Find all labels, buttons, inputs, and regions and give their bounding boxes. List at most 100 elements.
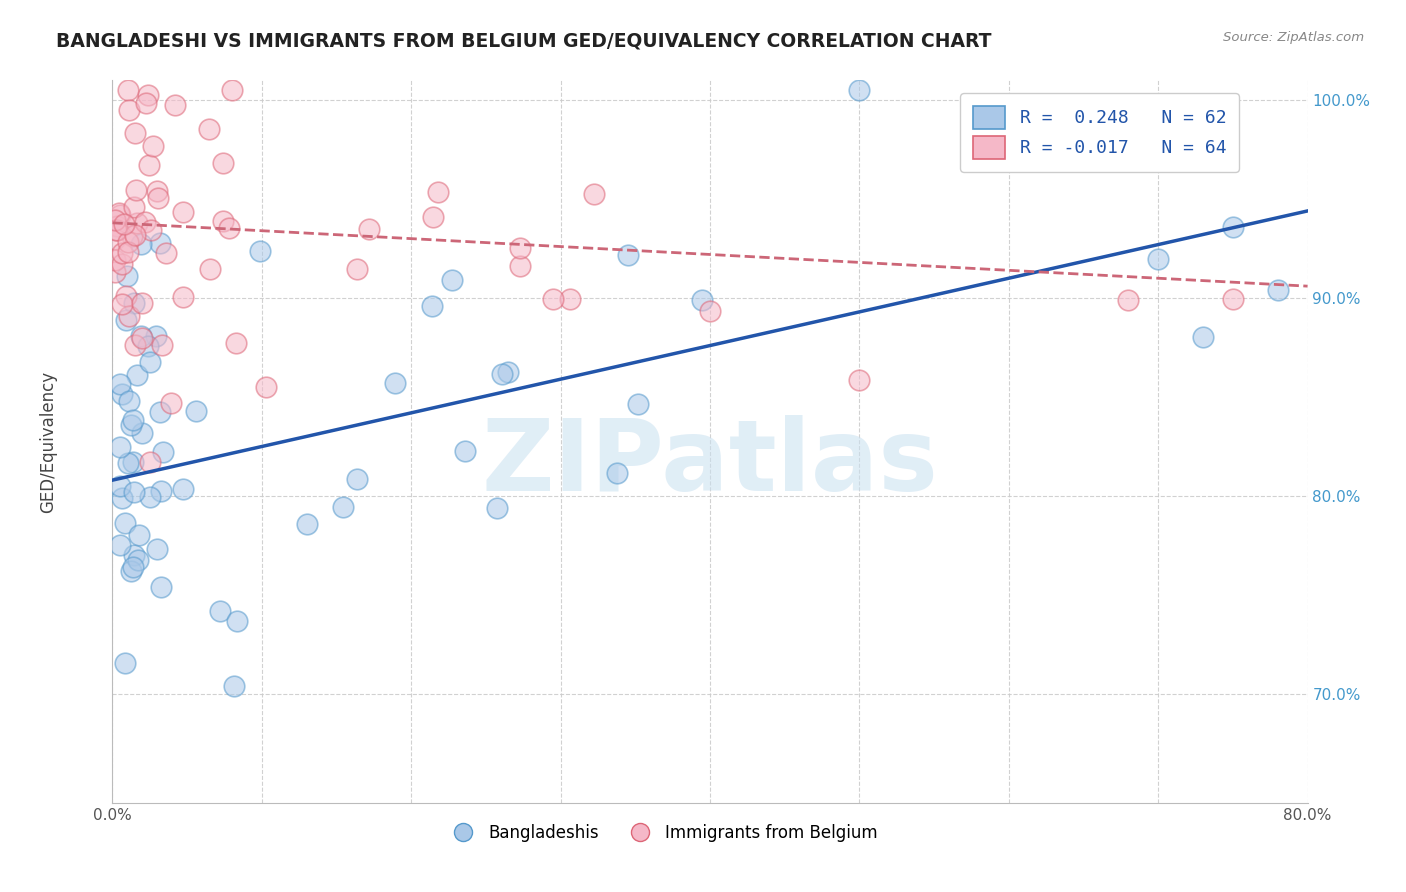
Point bbox=[139, 454, 162, 468]
Point bbox=[122, 296, 145, 310]
Point bbox=[121, 229, 143, 244]
Point bbox=[509, 259, 531, 273]
Point bbox=[122, 200, 145, 214]
Point bbox=[160, 396, 183, 410]
Point bbox=[124, 227, 146, 242]
Point bbox=[129, 237, 152, 252]
Point bbox=[110, 208, 132, 222]
Point bbox=[163, 98, 186, 112]
Point bbox=[149, 236, 172, 251]
Point bbox=[125, 368, 148, 383]
Point bbox=[146, 541, 169, 556]
Point bbox=[117, 309, 139, 323]
Point bbox=[384, 376, 406, 390]
Point bbox=[998, 115, 1021, 129]
Point bbox=[212, 213, 235, 227]
Point bbox=[117, 83, 139, 97]
Point bbox=[108, 479, 131, 493]
Point bbox=[172, 483, 194, 497]
Point bbox=[145, 328, 167, 343]
Point bbox=[582, 187, 605, 202]
Point bbox=[118, 103, 141, 118]
Point bbox=[1222, 220, 1244, 235]
Point bbox=[129, 328, 152, 343]
Point bbox=[541, 292, 564, 306]
Point bbox=[690, 293, 713, 307]
Point bbox=[122, 559, 145, 574]
Point bbox=[1192, 330, 1215, 344]
Point bbox=[131, 331, 153, 345]
Point bbox=[104, 265, 127, 279]
Point bbox=[440, 272, 463, 286]
Point bbox=[131, 296, 153, 310]
Point bbox=[848, 373, 870, 387]
Point bbox=[149, 405, 172, 419]
Point bbox=[225, 336, 247, 351]
Point bbox=[122, 485, 145, 500]
Point bbox=[136, 87, 159, 102]
Point bbox=[105, 219, 128, 233]
Point bbox=[221, 83, 243, 97]
Point bbox=[110, 257, 132, 271]
Point bbox=[115, 313, 138, 327]
Point bbox=[212, 155, 235, 169]
Point bbox=[111, 297, 134, 311]
Point bbox=[138, 354, 160, 368]
Point bbox=[134, 215, 156, 229]
Point bbox=[346, 472, 368, 486]
Point bbox=[422, 210, 444, 224]
Point bbox=[120, 564, 142, 578]
Point bbox=[1267, 283, 1289, 297]
Point bbox=[209, 604, 232, 618]
Text: Source: ZipAtlas.com: Source: ZipAtlas.com bbox=[1223, 31, 1364, 45]
Point bbox=[115, 289, 138, 303]
Point bbox=[146, 191, 169, 205]
Point bbox=[142, 138, 165, 153]
Point bbox=[172, 290, 194, 304]
Point bbox=[141, 222, 163, 236]
Point bbox=[560, 292, 582, 306]
Point bbox=[138, 158, 160, 172]
Point bbox=[226, 614, 249, 628]
Point bbox=[131, 425, 153, 440]
Point bbox=[122, 548, 145, 562]
Point bbox=[1147, 252, 1170, 266]
Point bbox=[295, 516, 318, 531]
Point bbox=[172, 204, 194, 219]
Point bbox=[104, 253, 127, 268]
Point bbox=[145, 185, 167, 199]
Point bbox=[149, 580, 172, 594]
Point bbox=[114, 516, 136, 531]
Point bbox=[111, 491, 134, 505]
Point bbox=[108, 376, 131, 391]
Point bbox=[254, 379, 277, 393]
Text: BANGLADESHI VS IMMIGRANTS FROM BELGIUM GED/EQUIVALENCY CORRELATION CHART: BANGLADESHI VS IMMIGRANTS FROM BELGIUM G… bbox=[56, 31, 991, 50]
Point bbox=[136, 338, 159, 352]
Point bbox=[420, 299, 443, 313]
Point bbox=[114, 656, 136, 670]
Point bbox=[184, 404, 207, 418]
Point bbox=[128, 528, 150, 542]
Point bbox=[427, 185, 450, 199]
Point bbox=[108, 538, 131, 552]
Point bbox=[139, 491, 162, 505]
Point bbox=[120, 418, 142, 433]
Point bbox=[1222, 292, 1244, 306]
Point bbox=[117, 235, 139, 250]
Point bbox=[152, 445, 174, 459]
Point bbox=[105, 223, 128, 237]
Point bbox=[198, 261, 221, 276]
Point bbox=[218, 220, 240, 235]
Point bbox=[454, 444, 477, 458]
Point bbox=[496, 364, 519, 378]
Point bbox=[249, 244, 271, 258]
Point bbox=[112, 217, 135, 231]
Point bbox=[1118, 293, 1140, 307]
Legend: Bangladeshis, Immigrants from Belgium: Bangladeshis, Immigrants from Belgium bbox=[440, 817, 884, 848]
Point bbox=[627, 397, 650, 411]
Text: ZIPatlas: ZIPatlas bbox=[482, 415, 938, 512]
Point bbox=[150, 337, 173, 351]
Point bbox=[357, 222, 380, 236]
Point bbox=[617, 248, 640, 262]
Point bbox=[485, 500, 508, 515]
